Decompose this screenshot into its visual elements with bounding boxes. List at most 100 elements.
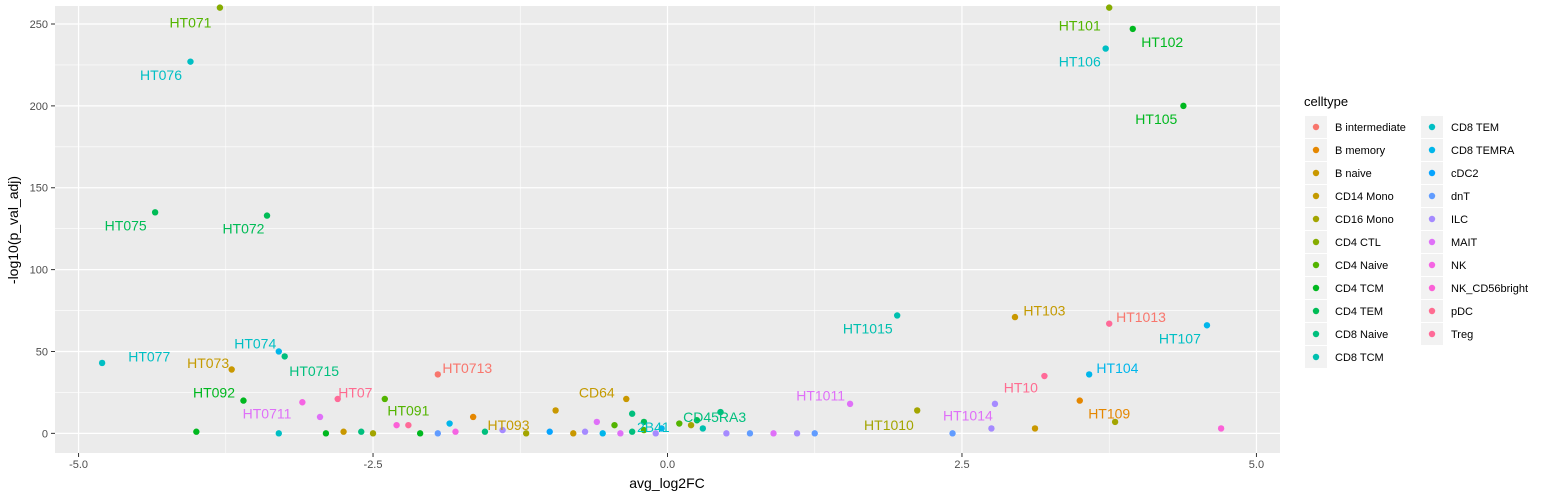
legend-entry-label: CD4 CTL (1335, 237, 1381, 249)
data-point (693, 417, 701, 424)
legend-key-dot (1428, 330, 1436, 338)
point-label: CD45RA3 (683, 409, 746, 425)
data-point (358, 428, 365, 435)
legend-key-dot (1312, 146, 1320, 154)
point-label: HT077 (128, 348, 170, 364)
data-point (1203, 322, 1211, 329)
legend-key-dot (1312, 284, 1320, 292)
legend-entry-label: CD8 TEMRA (1451, 145, 1515, 157)
x-tick-label: -5.0 (69, 459, 88, 471)
point-label: 2B41 (637, 419, 670, 435)
point-label: HT072 (222, 221, 264, 237)
point-label: HT0711 (243, 406, 292, 422)
data-point (746, 430, 754, 437)
legend-key-dot (1428, 261, 1436, 269)
data-point (914, 407, 921, 414)
data-point (723, 430, 730, 437)
data-point (452, 428, 459, 435)
legend-key-dot (1428, 169, 1436, 177)
legend-key-dot (1428, 307, 1436, 315)
point-label: CD64 (579, 384, 615, 400)
legend-entry-label: CD4 TEM (1335, 306, 1383, 318)
legend-entry-label: ILC (1451, 214, 1468, 226)
data-point (434, 430, 442, 437)
x-tick-label: 5.0 (1249, 459, 1264, 471)
y-tick-label: 0 (42, 428, 48, 440)
data-point (652, 430, 659, 437)
data-point (1041, 372, 1048, 380)
point-label: HT076 (140, 67, 182, 83)
data-point (623, 395, 630, 403)
y-tick-label: 100 (30, 265, 48, 277)
legend-title: celltype (1304, 94, 1348, 109)
data-point (570, 430, 577, 437)
data-point (811, 430, 818, 437)
legend-key-dot (1312, 353, 1320, 361)
point-label: HT103 (1023, 303, 1065, 319)
data-point (151, 209, 159, 216)
data-point (369, 430, 377, 437)
point-label: HT1011 (796, 388, 845, 404)
legend-key-dot (1428, 284, 1436, 292)
data-point (334, 395, 341, 403)
data-point (593, 418, 601, 426)
data-point (1180, 102, 1187, 110)
data-point (393, 421, 400, 429)
legend-entry-label: NK (1451, 260, 1467, 272)
data-point (846, 400, 854, 408)
data-point (658, 425, 665, 432)
data-point (1106, 320, 1113, 327)
legend-entry-label: MAIT (1451, 237, 1478, 249)
data-point (717, 408, 724, 416)
legend: celltype B intermediate B memory B naive CD… (1304, 94, 1528, 368)
data-point (617, 430, 624, 437)
legend-entry-label: CD8 TEM (1451, 122, 1499, 134)
legend-key-dot (1312, 215, 1320, 223)
point-label: HT071 (169, 14, 211, 30)
point-label: HT1015 (843, 321, 893, 337)
x-tick-label: -2.5 (364, 459, 383, 471)
data-point (599, 430, 606, 437)
data-point (228, 366, 235, 373)
data-point (98, 359, 106, 367)
data-point (552, 407, 559, 414)
point-label: HT1013 (1116, 309, 1166, 325)
data-point (434, 371, 442, 378)
point-label: HT1014 (943, 407, 993, 423)
data-point (770, 430, 777, 437)
data-point (1102, 45, 1109, 52)
point-label: HT106 (1059, 54, 1101, 70)
legend-entry-label: CD14 Mono (1335, 191, 1394, 203)
y-tick-label: 150 (30, 183, 48, 195)
legend-key-dot (1428, 238, 1436, 246)
data-point (275, 348, 282, 355)
legend-key-dot (1312, 123, 1320, 131)
data-point (628, 428, 636, 435)
data-point (1217, 425, 1225, 432)
point-label: HT07 (338, 384, 372, 400)
legend-entry-label: B naive (1335, 168, 1372, 180)
data-point (1011, 313, 1019, 321)
point-label: HT092 (193, 384, 235, 400)
point-label: HT109 (1088, 406, 1130, 422)
axes: -5.0 -2.5 0.0 2.5 5.0 0 50 100 150 200 250 (30, 19, 1264, 471)
point-label: HT0713 (442, 360, 492, 376)
data-point (628, 410, 636, 417)
legend-entry-label: dnT (1451, 191, 1470, 203)
point-label: HT105 (1135, 111, 1177, 127)
data-point (322, 430, 330, 437)
data-point (546, 428, 553, 435)
point-label: HT074 (234, 335, 276, 351)
data-point (240, 397, 247, 404)
data-point (216, 4, 224, 11)
data-point (275, 430, 282, 437)
data-point (793, 430, 801, 437)
point-label: HT1010 (864, 417, 914, 433)
data-point (522, 430, 530, 437)
y-tick-label: 200 (30, 101, 48, 113)
legend-key-dot (1312, 330, 1320, 338)
data-point (499, 426, 506, 434)
data-point (381, 395, 389, 403)
y-axis-title: -log10(p_val_adj) (5, 176, 21, 284)
point-label: HT073 (187, 355, 229, 371)
